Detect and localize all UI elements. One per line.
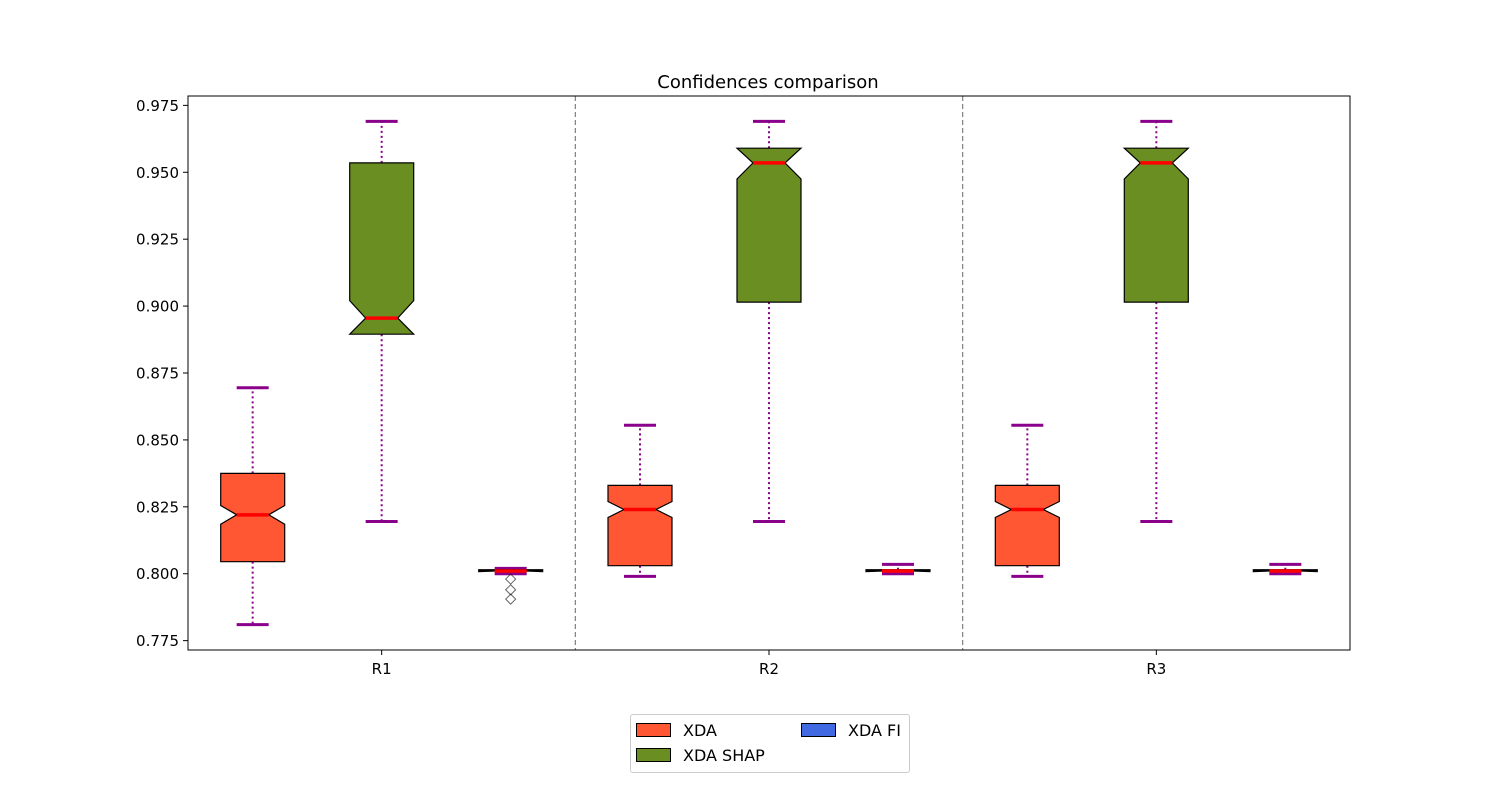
legend-swatch-xda [636, 723, 671, 737]
legend-swatch-xda-shap [636, 748, 671, 762]
y-tick-label-1: 0.800 [136, 565, 179, 583]
box-xda-r1-body [220, 472, 286, 563]
legend-label-xda-fi: XDA FI [848, 720, 901, 740]
box-xda-fi-r1-flier-2 [504, 593, 517, 605]
x-tick-label-r1: R1 [372, 660, 392, 678]
box-xda-shap-r2 [735, 119, 803, 524]
box-xda-r3 [994, 423, 1060, 578]
box-xda-shap-r1-body [348, 162, 416, 335]
y-tick-label-4: 0.875 [136, 365, 179, 383]
x-tick-label-r2: R2 [759, 660, 779, 678]
x-tick-label-r3: R3 [1146, 660, 1166, 678]
legend-label-xda-shap: XDA SHAP [683, 745, 765, 765]
box-xda-fi-r2 [865, 562, 931, 576]
box-xda-r1 [220, 386, 286, 627]
legend: XDA XDA SHAP XDA FI [630, 714, 910, 773]
y-tick-label-5: 0.900 [136, 298, 179, 316]
y-tick-label-6: 0.925 [136, 231, 179, 249]
box-xda-fi-r1 [478, 566, 544, 605]
y-tick-label-8: 0.975 [136, 97, 179, 115]
box-xda-r2 [607, 423, 673, 578]
box-xda-shap-r3 [1122, 119, 1190, 524]
legend-label-xda: XDA [683, 720, 717, 740]
y-tick-label-3: 0.850 [136, 431, 179, 449]
box-xda-fi-r1-flier-1 [504, 584, 517, 596]
legend-item-xda: XDA [636, 720, 717, 740]
legend-swatch-xda-fi [801, 723, 836, 737]
chart-title: Confidences comparison [657, 72, 878, 93]
box-xda-r2-body [607, 484, 673, 567]
box-xda-fi-r3 [1252, 562, 1318, 576]
box-xda-shap-r2-body [735, 147, 803, 303]
box-xda-shap-r3-body [1122, 147, 1190, 303]
legend-item-xda-fi: XDA FI [801, 720, 901, 740]
y-tick-label-2: 0.825 [136, 498, 179, 516]
y-tick-label-0: 0.775 [136, 632, 179, 650]
legend-item-xda-shap: XDA SHAP [636, 745, 765, 765]
box-xda-fi-r1-flier-0 [504, 573, 517, 585]
box-xda-shap-r1 [348, 119, 416, 524]
box-xda-r3-body [994, 484, 1060, 567]
y-tick-label-7: 0.950 [136, 164, 179, 182]
